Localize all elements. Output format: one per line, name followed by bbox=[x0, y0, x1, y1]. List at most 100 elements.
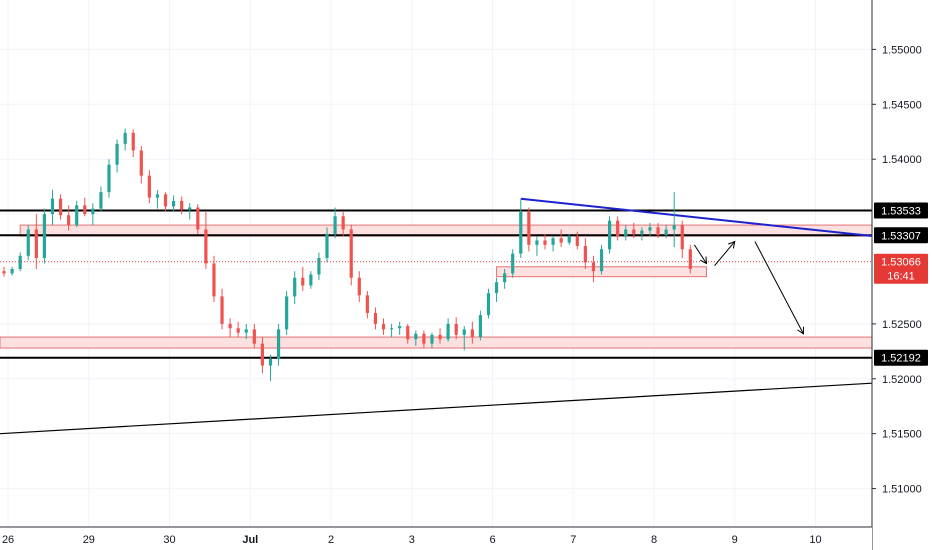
candle-body bbox=[325, 233, 329, 259]
arrow-line bbox=[693, 244, 707, 264]
candle-body bbox=[260, 343, 265, 366]
candle-body bbox=[365, 295, 369, 313]
candle-body bbox=[430, 334, 434, 344]
trendline bbox=[520, 197, 873, 238]
candle-body bbox=[301, 277, 305, 286]
candle-body bbox=[599, 249, 604, 272]
candle-body bbox=[10, 268, 14, 274]
candle-body bbox=[438, 334, 442, 340]
candle-body bbox=[99, 192, 103, 209]
candle-body bbox=[147, 175, 151, 198]
candle-body bbox=[422, 333, 426, 344]
candle-body bbox=[228, 323, 232, 329]
candle-body bbox=[50, 198, 55, 215]
candle-body bbox=[494, 282, 499, 294]
x-tick-label: 26 bbox=[2, 534, 14, 546]
candle-body bbox=[252, 329, 256, 344]
arrow-line bbox=[714, 241, 736, 267]
candle-body bbox=[349, 229, 353, 278]
x-tick-label: 2 bbox=[328, 534, 334, 546]
candle-body bbox=[34, 229, 38, 259]
candle-body bbox=[398, 326, 402, 329]
candle-body bbox=[454, 323, 458, 335]
candle-body bbox=[519, 211, 523, 254]
candle-body bbox=[640, 230, 644, 234]
arrow-head bbox=[728, 240, 736, 249]
candle-body bbox=[204, 229, 208, 264]
zone-rect bbox=[0, 336, 873, 349]
y-tick-label: 1.51500 bbox=[882, 429, 922, 441]
candle-body bbox=[83, 205, 87, 215]
trendlines bbox=[0, 197, 873, 435]
y-tick-label: 1.55000 bbox=[882, 44, 922, 56]
candle-body bbox=[333, 216, 337, 234]
candle-body bbox=[115, 143, 119, 165]
candle-body bbox=[268, 359, 273, 366]
candle-body bbox=[244, 329, 248, 333]
candle-body bbox=[2, 271, 6, 274]
x-tick-label: 7 bbox=[570, 534, 576, 546]
arrow-head bbox=[700, 256, 708, 265]
candle-body bbox=[293, 277, 297, 297]
level-price-label: 1.52192 bbox=[881, 353, 921, 365]
candle-body bbox=[583, 245, 587, 263]
candle-body bbox=[285, 296, 289, 330]
y-tick-label: 1.51000 bbox=[882, 484, 922, 496]
candle-body bbox=[341, 216, 345, 230]
candle-body bbox=[26, 229, 30, 256]
level-price-label: 1.53533 bbox=[881, 205, 921, 217]
candle-body bbox=[535, 240, 539, 245]
x-tick-label: 30 bbox=[163, 534, 175, 546]
price-axis[interactable]: 1.51000 1.51500 1.52000 1.52500 1.54000 1.545… bbox=[872, 44, 922, 496]
zones bbox=[0, 224, 873, 349]
gridlines bbox=[0, 0, 872, 527]
time-axis[interactable]: 26 29 30 Jul 2 3 6 7 8 9 10 bbox=[2, 534, 822, 546]
arrow-line bbox=[754, 241, 804, 334]
candle-body bbox=[648, 227, 652, 231]
y-tick-label: 1.52500 bbox=[882, 319, 922, 331]
candle-body bbox=[503, 273, 507, 283]
candle-body bbox=[58, 198, 63, 216]
candle-body bbox=[107, 164, 111, 193]
time-axis-background[interactable] bbox=[0, 527, 872, 550]
bar-countdown-label: 16:41 bbox=[887, 271, 915, 283]
candle-body bbox=[632, 229, 636, 234]
candle-body bbox=[664, 229, 668, 235]
candle-body bbox=[309, 274, 313, 286]
candle-body bbox=[672, 225, 676, 230]
x-tick-label: 10 bbox=[809, 534, 821, 546]
candle-body bbox=[188, 207, 192, 210]
candle-body bbox=[511, 253, 515, 274]
current-price-label: 1.53066 bbox=[881, 257, 921, 269]
candle-body bbox=[75, 205, 79, 226]
x-tick-label: 8 bbox=[651, 534, 657, 546]
y-tick-label: 1.54000 bbox=[882, 154, 922, 166]
level-price-tag bbox=[874, 227, 928, 244]
y-tick-label: 1.52000 bbox=[882, 374, 922, 386]
candle-body bbox=[616, 220, 620, 237]
candle-body bbox=[381, 323, 386, 330]
trendline bbox=[0, 382, 873, 435]
candle-body bbox=[567, 236, 571, 243]
level-price-label: 1.53307 bbox=[881, 230, 921, 242]
candle-body bbox=[543, 240, 547, 245]
candle-body bbox=[212, 263, 216, 297]
arrow-head bbox=[797, 326, 804, 335]
candle-body bbox=[276, 329, 281, 360]
candle-body bbox=[624, 229, 628, 237]
candle-body bbox=[607, 220, 612, 250]
x-tick-label: 6 bbox=[489, 534, 495, 546]
candle-body bbox=[688, 249, 692, 269]
candle-body bbox=[575, 236, 579, 246]
candles bbox=[2, 128, 692, 381]
candle-body bbox=[317, 258, 321, 275]
candle-body bbox=[389, 328, 394, 330]
levels bbox=[0, 209, 872, 359]
candle-body bbox=[470, 329, 474, 338]
candle-body bbox=[18, 255, 22, 269]
y-tick-label: 1.54500 bbox=[882, 99, 922, 111]
candle-body bbox=[551, 238, 555, 245]
candle-body bbox=[462, 329, 466, 335]
level-price-tag bbox=[874, 202, 928, 219]
